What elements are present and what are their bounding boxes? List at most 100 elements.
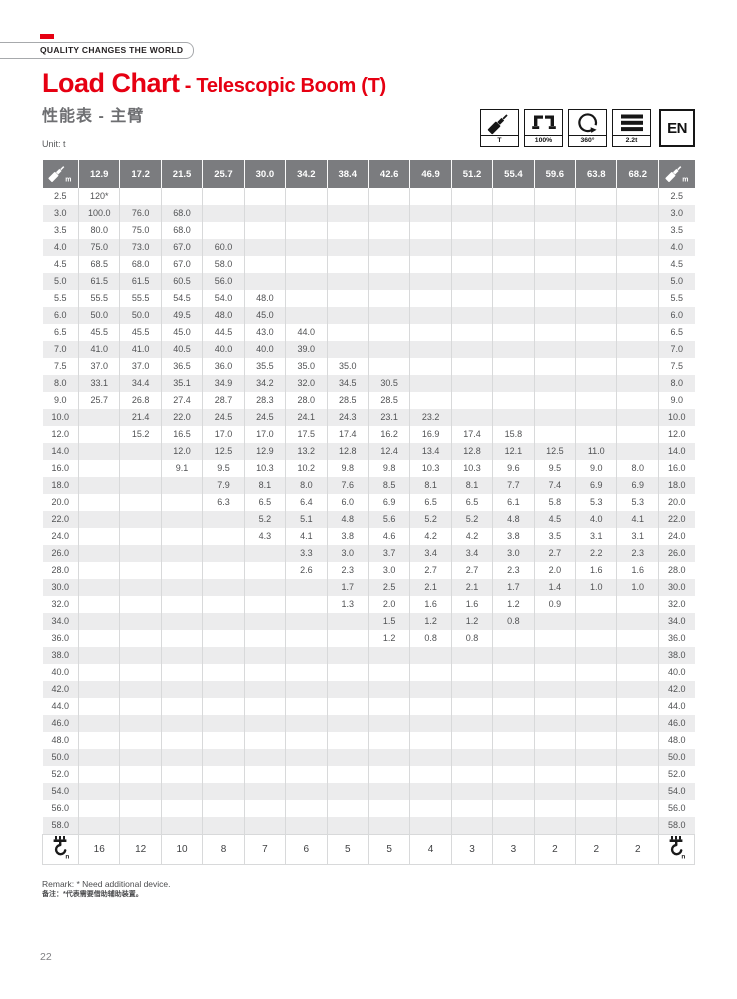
radius-cell: 44.0 bbox=[667, 701, 686, 711]
load-cell bbox=[492, 732, 535, 749]
radius-cell: 30.0 bbox=[42, 579, 79, 596]
load-cell: 13.2 bbox=[285, 443, 328, 460]
load-cell bbox=[492, 817, 535, 835]
load-cell bbox=[327, 307, 369, 324]
radius-cell: 46.0 bbox=[658, 715, 695, 732]
load-cell: 27.4 bbox=[161, 392, 204, 409]
load-cell: 7.7 bbox=[492, 477, 535, 494]
boom-length-header: 59.6 bbox=[534, 160, 577, 188]
radius-cell: 2.5 bbox=[42, 188, 79, 205]
load-cell: 0.8 bbox=[451, 630, 494, 647]
load-cell: 34.9 bbox=[202, 375, 245, 392]
load-cell bbox=[327, 239, 369, 256]
load-cell bbox=[285, 188, 328, 205]
load-cell: 35.0 bbox=[285, 358, 328, 375]
load-cell: 3.8 bbox=[492, 528, 535, 545]
load-cell: 4.3 bbox=[244, 528, 287, 545]
load-cell bbox=[202, 766, 245, 783]
load-cell bbox=[327, 341, 369, 358]
table-row: 38.0 38.0 bbox=[42, 647, 695, 664]
load-cell bbox=[534, 341, 577, 358]
load-cell bbox=[616, 613, 659, 630]
load-cell bbox=[575, 783, 618, 800]
load-cell bbox=[202, 630, 245, 647]
load-cell bbox=[534, 732, 577, 749]
radius-cell: 12.0 bbox=[42, 426, 79, 443]
radius-cell: 9.0 bbox=[42, 392, 79, 409]
load-cell bbox=[409, 698, 452, 715]
load-cell bbox=[285, 766, 328, 783]
load-cell: 50.0 bbox=[119, 307, 162, 324]
load-cell: 4.1 bbox=[285, 528, 328, 545]
unit-label: Unit: t bbox=[42, 139, 66, 149]
load-cell: 9.6 bbox=[492, 460, 535, 477]
load-cell: 2.7 bbox=[409, 562, 452, 579]
load-cell: 37.0 bbox=[78, 358, 121, 375]
load-cell bbox=[244, 239, 287, 256]
load-cell: 3.1 bbox=[616, 528, 659, 545]
table-row: 3.0 100.0 76.0 68.0 3.0 bbox=[42, 205, 695, 222]
load-cell bbox=[119, 715, 162, 732]
table-row: 6.0 50.0 50.0 49.5 48.0 45.0 6.0 bbox=[42, 307, 695, 324]
load-cell: 6.5 bbox=[409, 494, 452, 511]
load-cell: 32.0 bbox=[285, 375, 328, 392]
load-cell: 28.0 bbox=[285, 392, 328, 409]
load-cell: 2.6 bbox=[285, 562, 328, 579]
load-cell: 68.5 bbox=[78, 256, 121, 273]
radius-cell: 22.0 bbox=[658, 511, 695, 528]
load-cell: 61.5 bbox=[119, 273, 162, 290]
load-cell bbox=[327, 324, 369, 341]
radius-cell: 56.0 bbox=[42, 800, 79, 817]
load-cell bbox=[409, 681, 452, 698]
load-cell: 43.0 bbox=[244, 324, 287, 341]
load-cell: 9.5 bbox=[534, 460, 577, 477]
load-cell: 2.1 bbox=[451, 579, 494, 596]
radius-cell: 9.0 bbox=[670, 395, 683, 405]
radius-cell: 6.0 bbox=[658, 307, 695, 324]
load-cell: 4.2 bbox=[451, 528, 494, 545]
load-cell bbox=[368, 290, 411, 307]
radius-cell: 18.0 bbox=[42, 477, 79, 494]
load-cell bbox=[616, 222, 659, 239]
load-cell bbox=[327, 205, 369, 222]
load-cell bbox=[492, 324, 535, 341]
load-cell bbox=[409, 358, 452, 375]
load-cell bbox=[534, 664, 577, 681]
load-cell bbox=[202, 732, 245, 749]
load-cell: 13.4 bbox=[409, 443, 452, 460]
load-cell bbox=[244, 205, 287, 222]
radius-cell: 6.5 bbox=[670, 327, 683, 337]
radius-cell: 20.0 bbox=[42, 494, 79, 511]
load-cell bbox=[534, 647, 577, 664]
load-cell: 12.4 bbox=[368, 443, 411, 460]
load-cell bbox=[534, 256, 577, 273]
load-cell: 9.8 bbox=[327, 460, 369, 477]
load-cell bbox=[368, 341, 411, 358]
load-cell: 75.0 bbox=[119, 222, 162, 239]
load-cell: 49.5 bbox=[161, 307, 204, 324]
load-cell bbox=[492, 290, 535, 307]
load-cell: 28.7 bbox=[202, 392, 245, 409]
boom-length-header: 55.4 bbox=[492, 160, 535, 188]
load-cell bbox=[409, 188, 452, 205]
load-cell bbox=[616, 664, 659, 681]
load-cell: 6.5 bbox=[451, 494, 494, 511]
load-cell bbox=[492, 222, 535, 239]
radius-cell: 28.0 bbox=[667, 565, 686, 575]
page-title-main: Load Chart bbox=[42, 68, 180, 98]
badge-counterweight: 2.2t bbox=[612, 109, 651, 147]
radius-cell: 4.5 bbox=[42, 256, 79, 273]
load-cell: 33.1 bbox=[78, 375, 121, 392]
load-cell: 7.4 bbox=[534, 477, 577, 494]
load-cell bbox=[409, 239, 452, 256]
load-cell: 1.0 bbox=[575, 579, 618, 596]
load-cell bbox=[575, 630, 618, 647]
load-cell bbox=[575, 698, 618, 715]
load-cell bbox=[492, 766, 535, 783]
load-cell bbox=[285, 239, 328, 256]
load-cell: 12.8 bbox=[327, 443, 369, 460]
load-cell: 1.2 bbox=[409, 613, 452, 630]
load-cell: 45.0 bbox=[244, 307, 287, 324]
load-cell bbox=[492, 239, 535, 256]
radius-cell: 40.0 bbox=[42, 664, 79, 681]
